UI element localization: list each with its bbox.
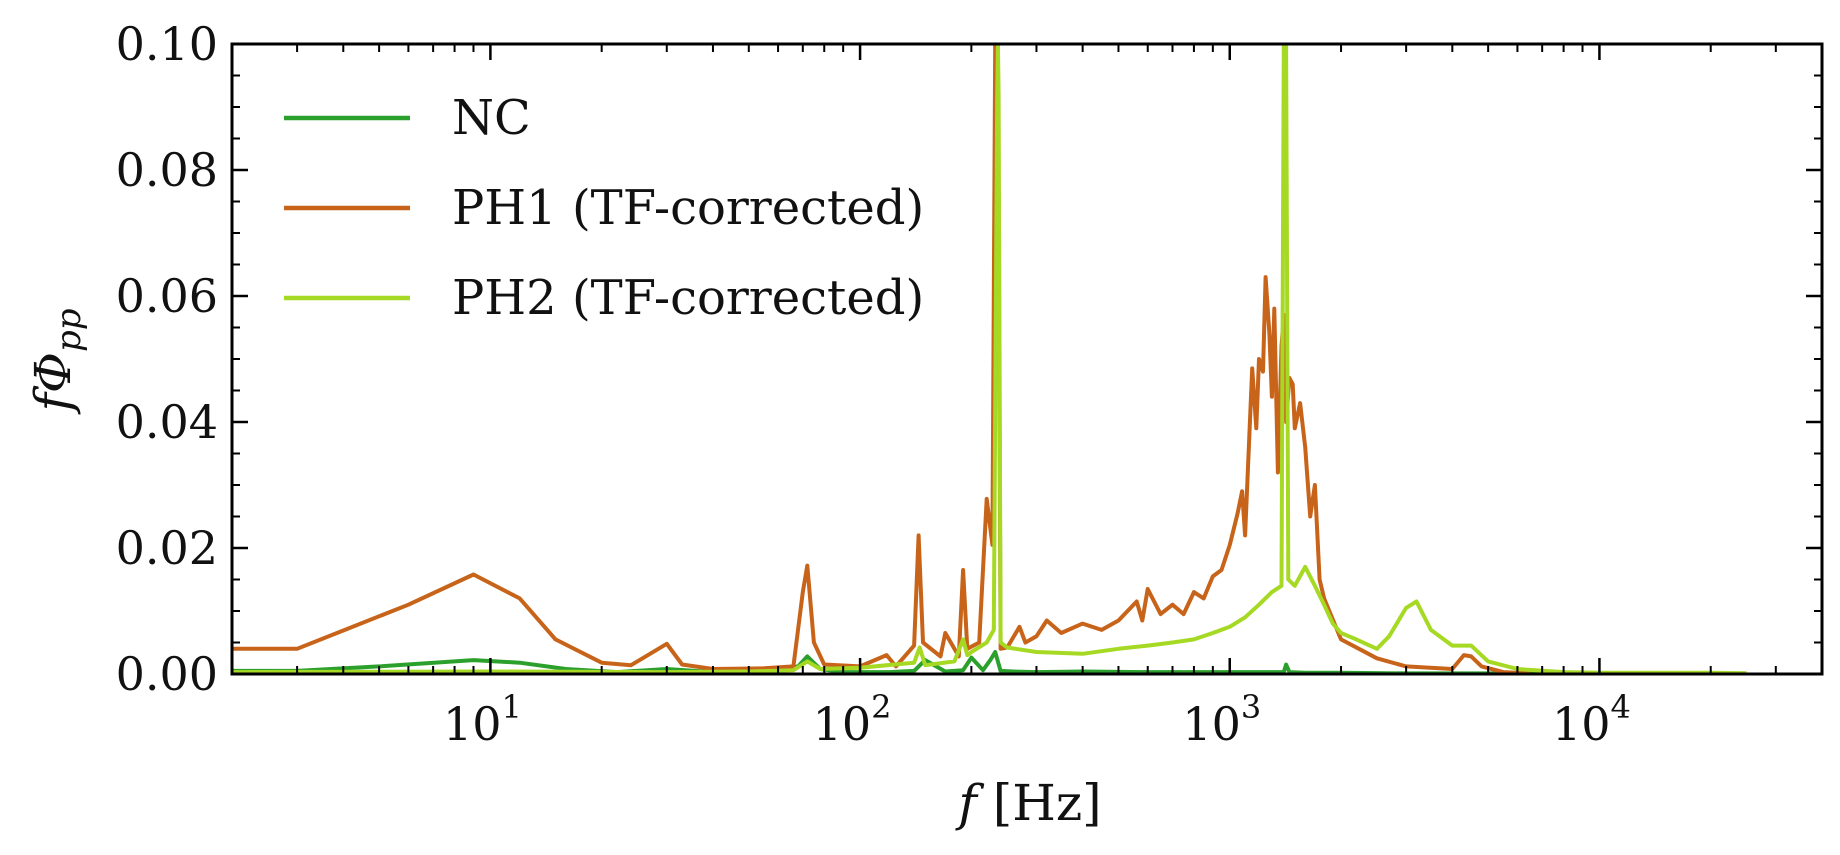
x-tick-label: 103: [1182, 688, 1261, 751]
legend: NC PH1 (TF-corrected) PH2 (TF-corrected): [284, 90, 924, 326]
y-tick-label: 0.04: [116, 395, 218, 449]
x-tick-label: 101: [443, 688, 522, 751]
series-line-2: [232, 44, 1531, 674]
y-axis-label: fΦpp: [24, 308, 89, 415]
y-tick-label: 0.08: [116, 143, 218, 197]
legend-label: PH1 (TF-corrected): [452, 180, 924, 236]
series-layer: [232, 44, 1747, 674]
x-tick-label: 102: [813, 688, 892, 751]
x-tick-label: 104: [1552, 688, 1631, 751]
y-tick-label: 0.06: [116, 269, 218, 323]
y-tick-label: 0.02: [116, 521, 218, 575]
y-tick-label: 0.00: [116, 647, 218, 701]
series-line-3: [232, 44, 1747, 674]
legend-label: NC: [452, 90, 531, 146]
x-axis-label: f [Hz]: [954, 774, 1101, 832]
plot-frame: [230, 42, 1824, 676]
y-tick-label: 0.10: [116, 17, 218, 71]
legend-label: PH2 (TF-corrected): [452, 270, 924, 326]
